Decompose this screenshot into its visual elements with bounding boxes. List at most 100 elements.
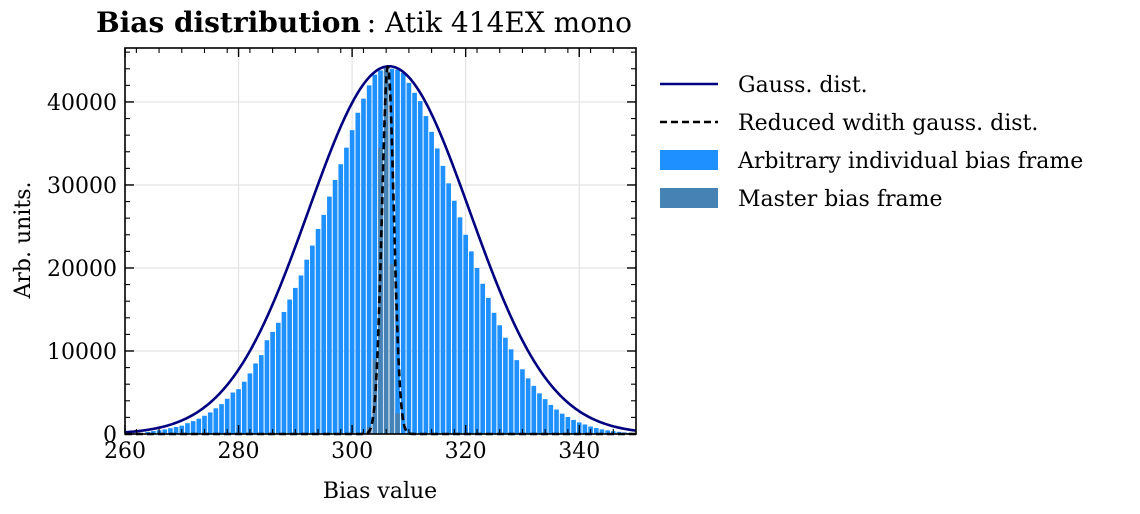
legend-item-reduced: Reduced wdith gauss. dist. (660, 111, 1038, 136)
individual-bar (213, 408, 219, 434)
individual-bar (293, 287, 298, 434)
individual-bar (503, 337, 508, 434)
individual-bar (332, 179, 338, 434)
individual-bar (582, 424, 588, 434)
plot-frame (124, 47, 637, 435)
individual-bar (446, 183, 451, 434)
master-bar (383, 67, 389, 435)
legend-item-master: Master bias frame (660, 187, 942, 212)
legend-label-individual: Arbitrary individual bias frame (737, 149, 1083, 174)
individual-bar (258, 355, 264, 434)
individual-bar (542, 399, 548, 434)
individual-bar (304, 259, 310, 434)
legend-swatch-individual (660, 150, 718, 170)
individual-bar (185, 423, 190, 434)
master-bar (389, 263, 395, 434)
individual-bar (253, 363, 258, 434)
y-tick-label: 30000 (47, 174, 117, 199)
individual-bar (372, 74, 378, 434)
chart-title: Bias distribution: Atik 414EX mono (96, 6, 632, 39)
individual-bar (486, 297, 491, 434)
x-tick-label: 340 (558, 439, 600, 464)
individual-bar (264, 340, 270, 434)
chart-title-bold: Bias distribution (96, 6, 361, 39)
individual-bar (281, 311, 287, 434)
individual-bar (463, 234, 468, 434)
individual-bar (349, 130, 355, 434)
individual-bar (417, 101, 423, 434)
individual-bar (451, 200, 457, 434)
individual-bar (338, 164, 344, 434)
legend-item-individual: Arbitrary individual bias frame (660, 149, 1083, 174)
axes-frame (124, 47, 637, 435)
individual-bar (173, 426, 179, 434)
individual-bar (355, 112, 361, 435)
individual-bar (275, 322, 281, 434)
individual-bar (537, 393, 542, 434)
chart-title-rest: : Atik 414EX mono (367, 6, 632, 39)
individual-bias-bars (145, 67, 633, 435)
y-tick-label: 40000 (47, 91, 117, 116)
individual-bar (196, 418, 202, 434)
individual-bar (247, 373, 253, 434)
individual-bar (202, 415, 207, 434)
individual-bar (224, 398, 230, 434)
legend-label-reduced: Reduced wdith gauss. dist. (738, 111, 1038, 136)
legend: Gauss. dist. Reduced wdith gauss. dist. Ar… (660, 73, 1083, 212)
individual-bar (440, 165, 446, 434)
individual-bar (151, 431, 156, 434)
individual-bar (236, 389, 241, 434)
individual-bar (554, 409, 559, 434)
individual-bar (457, 217, 463, 434)
individual-bar (469, 251, 474, 434)
individual-bar (548, 404, 554, 434)
legend-label-gauss: Gauss. dist. (738, 73, 868, 98)
x-tick-label: 280 (218, 439, 260, 464)
individual-bar (230, 392, 236, 434)
individual-bar (168, 428, 173, 434)
individual-bar (525, 378, 531, 434)
individual-bar (565, 416, 571, 434)
individual-bar (559, 413, 565, 434)
master-bar (395, 413, 400, 434)
individual-bar (599, 429, 605, 434)
gauss-fit-curve (124, 64, 637, 434)
y-tick-label: 0 (103, 423, 117, 448)
individual-bar (241, 381, 247, 434)
y-axis-label: Arb. units. (11, 182, 36, 300)
x-axis-label: Bias value (323, 479, 437, 504)
individual-bar (344, 147, 349, 434)
individual-bar (593, 428, 599, 434)
individual-bar (327, 196, 332, 434)
legend-label-master: Master bias frame (738, 187, 942, 212)
individual-bar (270, 331, 275, 434)
individual-bar (219, 404, 224, 434)
x-tick-label: 320 (445, 439, 487, 464)
reduced-width-curve (125, 65, 636, 436)
x-tick-label: 300 (331, 439, 373, 464)
individual-bar (605, 430, 610, 434)
individual-bar (366, 85, 372, 435)
individual-bar (434, 148, 440, 435)
tick-labels: 260 280 300 320 340 0 10000 20000 30000 40000 (47, 91, 600, 464)
individual-bar (162, 429, 168, 434)
y-tick-label: 20000 (47, 257, 117, 282)
individual-bar (310, 245, 315, 434)
legend-swatch-master (660, 188, 718, 208)
individual-bar (429, 131, 434, 434)
individual-bar (508, 349, 514, 434)
individual-bar (412, 92, 417, 434)
individual-bar (514, 360, 520, 434)
individual-bar (361, 98, 366, 434)
individual-bar (406, 82, 412, 435)
individual-bar (190, 421, 196, 434)
legend-item-gauss: Gauss. dist. (660, 73, 868, 98)
individual-bar (298, 275, 304, 434)
individual-bar (207, 412, 213, 434)
individual-bar (474, 267, 480, 434)
fit-curves (124, 64, 637, 436)
individual-bar (321, 214, 327, 434)
individual-bar (287, 299, 292, 434)
individual-bar (480, 283, 486, 434)
